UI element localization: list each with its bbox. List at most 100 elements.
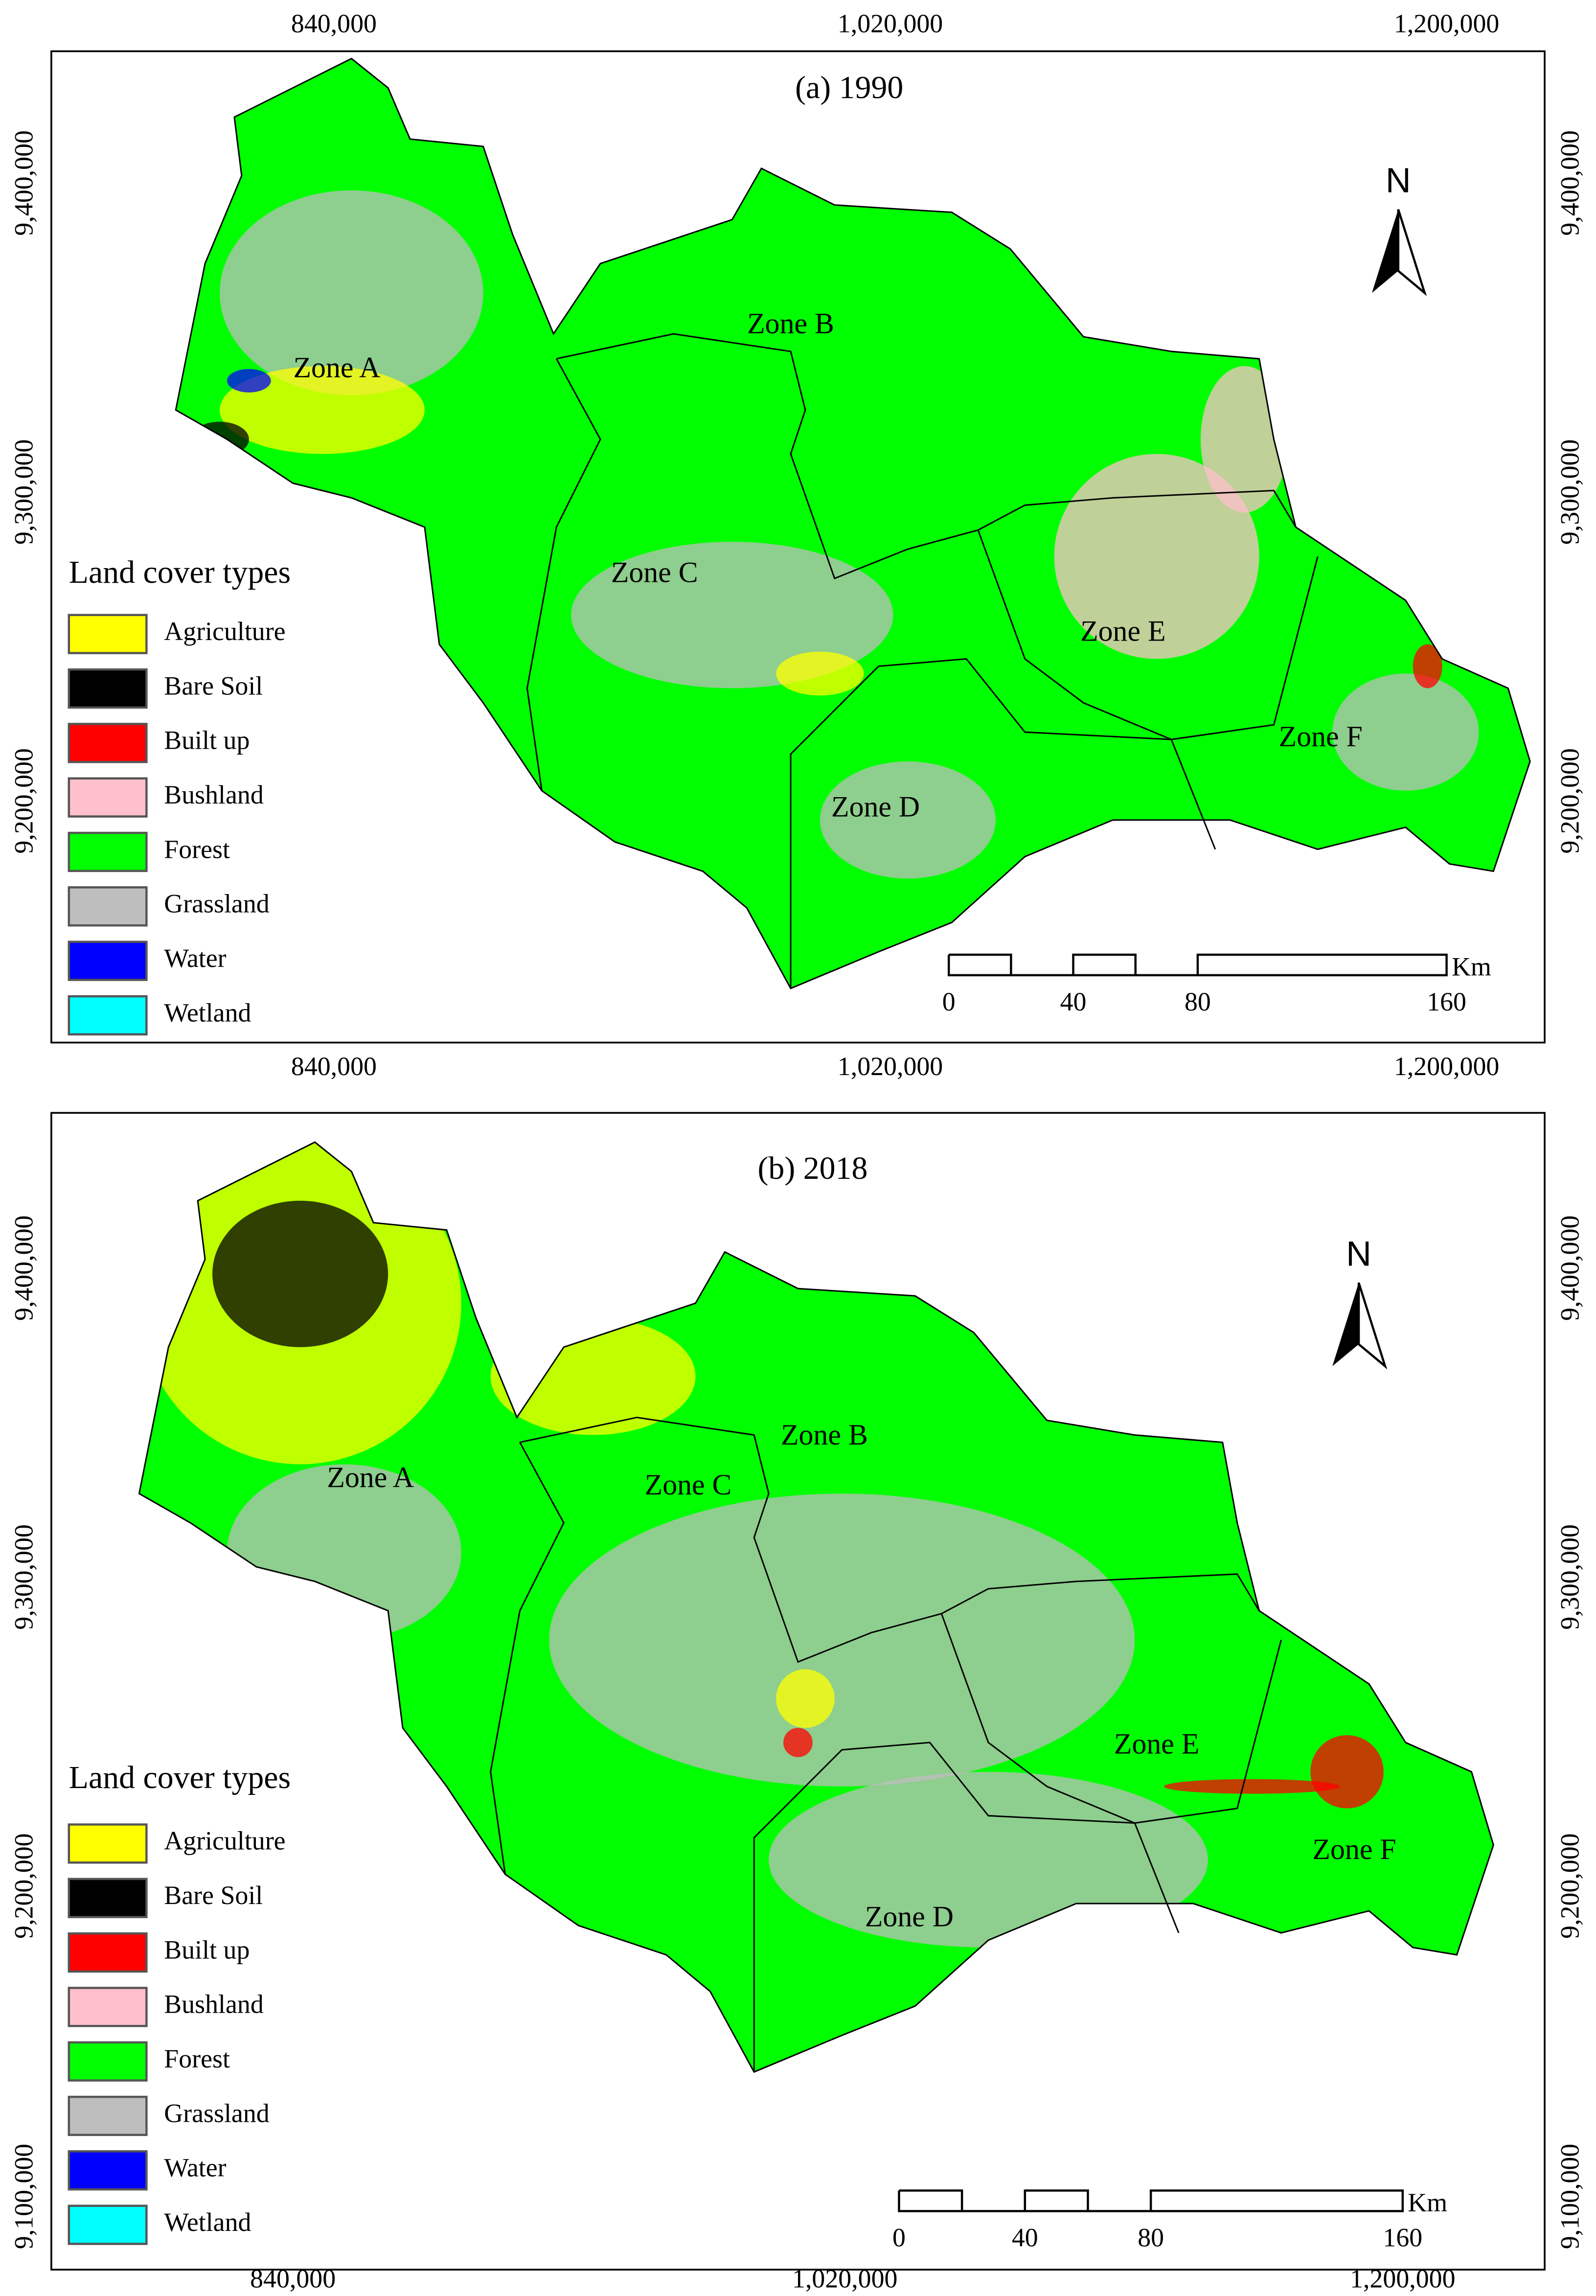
- legend-swatch: [68, 2204, 148, 2245]
- legend-label: Bushland: [164, 780, 264, 809]
- scale-label: 0: [892, 2223, 906, 2252]
- land-cover-patch: [571, 542, 893, 689]
- y-tick-label: 9,100,000: [9, 2144, 38, 2249]
- x-tick-label: 1,200,000: [1394, 1052, 1499, 1081]
- legend-swatch: [68, 668, 148, 709]
- y-tick-label: 9,400,000: [1555, 1216, 1584, 1321]
- map-title: (a) 1990: [795, 70, 903, 106]
- zone-boundary: [940, 1613, 1180, 1933]
- land-cover-patch: [783, 1727, 813, 1757]
- legend-swatch: [68, 831, 148, 872]
- zone-boundary: [556, 333, 1297, 579]
- legend-label: Bare Soil: [164, 671, 263, 700]
- map-title: (b) 2018: [757, 1150, 867, 1186]
- north-arrow: [1372, 209, 1398, 293]
- x-tick-label: 840,000: [291, 1052, 377, 1081]
- land-cover-patch: [1332, 673, 1479, 791]
- legend-label: Forest: [164, 2044, 230, 2073]
- y-tick-label: 9,300,000: [1555, 439, 1584, 545]
- legend-label: Grassland: [164, 2098, 269, 2128]
- y-tick-label: 9,200,000: [1555, 748, 1584, 853]
- scale-unit: Km: [1408, 2188, 1447, 2217]
- zone-label: Zone E: [1114, 1728, 1199, 1760]
- x-tick-label: 1,020,000: [838, 1052, 943, 1081]
- zone-boundary: [753, 1640, 1282, 2072]
- legend-label: Grassland: [164, 889, 269, 918]
- zone-label: Zone D: [831, 791, 920, 823]
- legend-label: Built up: [164, 726, 250, 755]
- scale-label: 0: [942, 987, 956, 1016]
- zone-label: Zone A: [327, 1461, 414, 1493]
- north-arrow: [1397, 209, 1427, 297]
- land-cover: [190, 190, 1479, 879]
- y-tick-label: 9,200,000: [1555, 1833, 1584, 1938]
- north-label: N: [1386, 161, 1411, 200]
- zone-label: Zone A: [294, 351, 381, 384]
- land-cover-patch: [1413, 644, 1442, 689]
- legend-label: Forest: [164, 834, 230, 864]
- x-tick-label: 840,000: [250, 2264, 336, 2293]
- scale-label: 40: [1060, 987, 1087, 1016]
- zone-label: Zone B: [747, 307, 834, 340]
- legend-label: Agriculture: [164, 617, 285, 646]
- legend-swatch: [68, 2041, 148, 2082]
- land-cover-patch: [1054, 454, 1259, 659]
- zone-label: Zone C: [611, 556, 698, 589]
- legend-swatch: [68, 886, 148, 927]
- legend-title: Land cover types: [69, 554, 291, 590]
- y-tick-label: 9,300,000: [9, 439, 38, 545]
- land-cover-patch: [220, 366, 425, 454]
- x-tick-label: 1,200,000: [1394, 9, 1499, 38]
- land-cover-patch: [820, 761, 996, 879]
- legend-swatch: [68, 2095, 148, 2136]
- legend-swatch: [68, 1878, 148, 1918]
- y-tick-label: 9,400,000: [1555, 130, 1584, 235]
- zone-label: Zone F: [1313, 1833, 1396, 1865]
- scale-label: 80: [1138, 2223, 1164, 2252]
- basin: [176, 58, 1530, 988]
- zone-boundary: [526, 358, 601, 791]
- north-label: N: [1346, 1234, 1371, 1273]
- y-tick-label: 9,400,000: [9, 1216, 38, 1321]
- basin-outline: [138, 1141, 1494, 2073]
- land-cover-patch: [776, 1669, 835, 1728]
- x-tick-label: 840,000: [291, 9, 377, 38]
- y-tick-label: 9,200,000: [9, 1833, 38, 1938]
- legend-label: Water: [164, 2153, 226, 2182]
- legend-label: Wetland: [164, 998, 251, 1027]
- scale-label: 160: [1427, 987, 1466, 1016]
- scale-unit: Km: [1452, 952, 1491, 981]
- zone-label: Zone B: [781, 1419, 868, 1451]
- y-tick-label: 9,400,000: [9, 130, 38, 235]
- legend-swatch: [68, 1987, 148, 2027]
- scale-label: 160: [1383, 2223, 1422, 2252]
- zone-label: Zone F: [1279, 720, 1363, 753]
- y-tick-label: 9,300,000: [9, 1524, 38, 1630]
- x-tick-label: 1,200,000: [1350, 2264, 1455, 2293]
- legend-label: Water: [164, 943, 226, 973]
- legend-swatch: [68, 777, 148, 818]
- x-tick-label: 1,020,000: [838, 9, 943, 38]
- land-cover-patch: [212, 1200, 388, 1347]
- north-arrow: [1357, 1282, 1388, 1370]
- zone-label: Zone C: [645, 1469, 732, 1501]
- zone-label: Zone D: [865, 1901, 954, 1933]
- scale-bar: [898, 2189, 1404, 2212]
- y-tick-label: 9,100,000: [1555, 2144, 1584, 2249]
- legend-swatch: [68, 995, 148, 1036]
- land-cover-patch: [220, 190, 483, 395]
- y-tick-label: 9,200,000: [9, 748, 38, 853]
- legend-label: Bare Soil: [164, 1881, 263, 1910]
- x-tick-label: 1,020,000: [792, 2264, 897, 2293]
- legend-swatch: [68, 2150, 148, 2191]
- legend-swatch: [68, 614, 148, 654]
- scale-label: 40: [1012, 2223, 1038, 2252]
- zone-boundary: [490, 1442, 565, 1875]
- legend-swatch: [68, 723, 148, 763]
- zone-boundary: [977, 529, 1216, 850]
- land-cover-patch: [227, 369, 271, 392]
- legend-label: Agriculture: [164, 1826, 285, 1856]
- land-cover-patch: [1310, 1735, 1384, 1809]
- y-tick-label: 9,300,000: [1555, 1524, 1584, 1630]
